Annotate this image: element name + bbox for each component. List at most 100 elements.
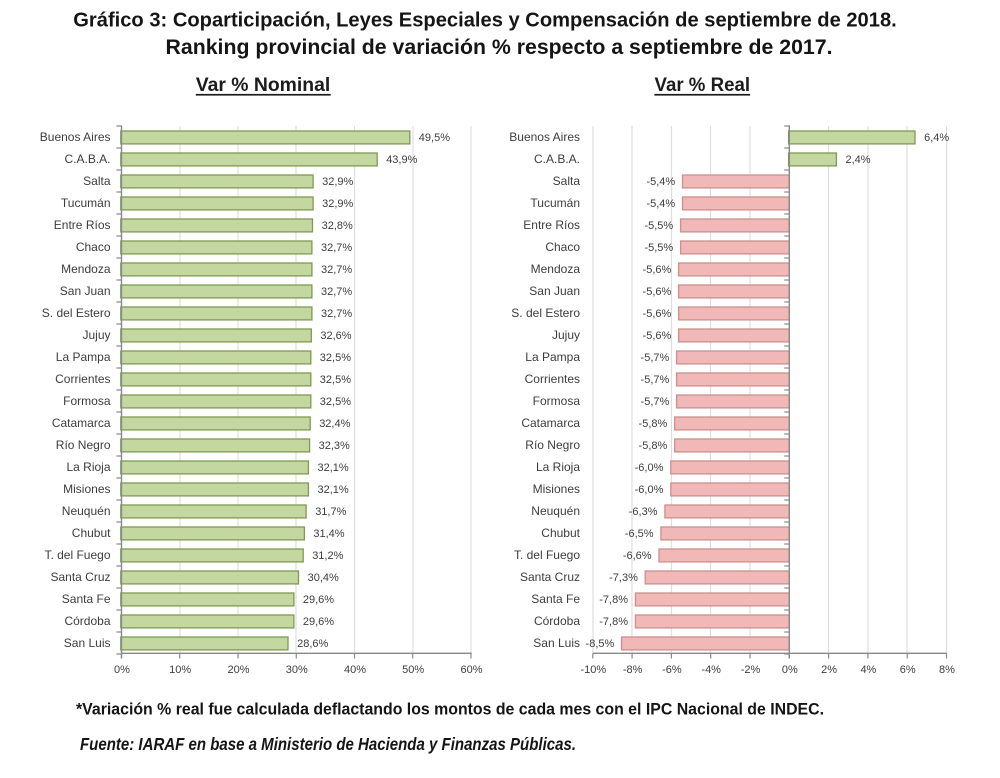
svg-text:-7,8%: -7,8% <box>599 594 628 606</box>
svg-text:40%: 40% <box>344 664 366 676</box>
svg-text:Catamarca: Catamarca <box>52 416 111 430</box>
svg-text:-5,6%: -5,6% <box>643 264 672 276</box>
svg-text:Salta: Salta <box>553 174 581 188</box>
svg-text:S. del Estero: S. del Estero <box>511 306 580 320</box>
svg-text:32,7%: 32,7% <box>321 242 352 254</box>
svg-text:Var % Real: Var % Real <box>655 75 751 96</box>
svg-text:2,4%: 2,4% <box>846 154 871 166</box>
svg-text:-5,7%: -5,7% <box>641 374 670 386</box>
svg-text:-8%: -8% <box>623 664 643 676</box>
svg-text:32,7%: 32,7% <box>321 286 352 298</box>
svg-text:San Luis: San Luis <box>64 636 111 650</box>
svg-text:Santa Cruz: Santa Cruz <box>50 570 110 584</box>
svg-text:-6,3%: -6,3% <box>629 506 658 518</box>
svg-text:La Pampa: La Pampa <box>56 350 111 364</box>
svg-text:Santa Fe: Santa Fe <box>531 592 580 606</box>
svg-text:50%: 50% <box>402 664 424 676</box>
svg-text:Formosa: Formosa <box>63 394 111 408</box>
svg-text:30,4%: 30,4% <box>308 572 339 584</box>
svg-text:Entre Ríos: Entre Ríos <box>523 218 580 232</box>
svg-text:*Variación % real fue calculad: *Variación % real fue calculada deflacta… <box>76 699 824 718</box>
svg-text:S. del Estero: S. del Estero <box>42 306 111 320</box>
svg-text:Córdoba: Córdoba <box>534 614 580 628</box>
svg-text:Chubut: Chubut <box>541 526 580 540</box>
svg-text:-5,4%: -5,4% <box>646 198 675 210</box>
svg-text:Tucumán: Tucumán <box>61 196 111 210</box>
svg-text:-7,8%: -7,8% <box>599 616 628 628</box>
svg-text:0%: 0% <box>114 664 130 676</box>
svg-text:-4%: -4% <box>701 664 721 676</box>
svg-text:San Juan: San Juan <box>60 284 111 298</box>
svg-text:-6%: -6% <box>662 664 682 676</box>
svg-text:31,2%: 31,2% <box>312 550 343 562</box>
svg-text:C.A.B.A.: C.A.B.A. <box>534 152 580 166</box>
svg-text:Misiones: Misiones <box>533 482 580 496</box>
svg-text:49,5%: 49,5% <box>419 132 450 144</box>
svg-text:-5,7%: -5,7% <box>641 396 670 408</box>
svg-text:Buenos Aires: Buenos Aires <box>509 130 580 144</box>
svg-text:-6,0%: -6,0% <box>635 462 664 474</box>
svg-text:Neuquén: Neuquén <box>531 504 580 518</box>
svg-text:60%: 60% <box>460 664 482 676</box>
svg-text:6%: 6% <box>900 664 916 676</box>
svg-text:-8,5%: -8,5% <box>586 638 615 650</box>
svg-text:Chubut: Chubut <box>72 526 111 540</box>
svg-text:32,7%: 32,7% <box>321 264 352 276</box>
svg-text:Santa Fe: Santa Fe <box>62 592 111 606</box>
svg-text:Buenos Aires: Buenos Aires <box>40 130 111 144</box>
svg-text:Córdoba: Córdoba <box>64 614 110 628</box>
svg-text:C.A.B.A.: C.A.B.A. <box>64 152 110 166</box>
svg-text:30%: 30% <box>286 664 308 676</box>
svg-text:4%: 4% <box>860 664 876 676</box>
svg-text:-6,0%: -6,0% <box>635 484 664 496</box>
svg-text:6,4%: 6,4% <box>924 132 949 144</box>
svg-text:32,1%: 32,1% <box>318 462 349 474</box>
svg-text:-5,7%: -5,7% <box>641 352 670 364</box>
svg-text:0%: 0% <box>782 664 798 676</box>
svg-text:29,6%: 29,6% <box>303 594 334 606</box>
svg-text:32,5%: 32,5% <box>320 352 351 364</box>
svg-text:10%: 10% <box>169 664 191 676</box>
svg-text:-5,5%: -5,5% <box>644 242 673 254</box>
svg-text:Corrientes: Corrientes <box>55 372 110 386</box>
svg-text:-5,4%: -5,4% <box>646 176 675 188</box>
svg-text:Santa Cruz: Santa Cruz <box>520 570 580 584</box>
svg-text:32,3%: 32,3% <box>319 440 350 452</box>
svg-text:-5,6%: -5,6% <box>643 308 672 320</box>
svg-text:43,9%: 43,9% <box>386 154 417 166</box>
svg-text:-5,5%: -5,5% <box>644 220 673 232</box>
svg-text:Misiones: Misiones <box>63 482 110 496</box>
svg-text:32,9%: 32,9% <box>322 176 353 188</box>
svg-text:La Pampa: La Pampa <box>525 350 580 364</box>
svg-text:Río Negro: Río Negro <box>56 438 111 452</box>
svg-text:-5,6%: -5,6% <box>643 286 672 298</box>
svg-text:32,8%: 32,8% <box>322 220 353 232</box>
svg-text:Formosa: Formosa <box>533 394 581 408</box>
svg-text:Catamarca: Catamarca <box>521 416 580 430</box>
svg-text:-7,3%: -7,3% <box>609 572 638 584</box>
svg-text:-2%: -2% <box>741 664 761 676</box>
svg-text:Salta: Salta <box>83 174 111 188</box>
svg-text:32,7%: 32,7% <box>321 308 352 320</box>
svg-text:Neuquén: Neuquén <box>62 504 111 518</box>
svg-text:Chaco: Chaco <box>76 240 111 254</box>
svg-text:2%: 2% <box>821 664 837 676</box>
svg-text:San Juan: San Juan <box>529 284 580 298</box>
svg-text:Fuente: IARAF en base a Minist: Fuente: IARAF en base a Ministerio de Ha… <box>80 734 576 754</box>
svg-text:28,6%: 28,6% <box>297 638 328 650</box>
svg-text:29,6%: 29,6% <box>303 616 334 628</box>
svg-text:32,6%: 32,6% <box>320 330 351 342</box>
svg-text:T. del Fuego: T. del Fuego <box>44 548 110 562</box>
svg-text:Gráfico 3: Coparticipación, Le: Gráfico 3: Coparticipación, Leyes Especi… <box>73 10 897 32</box>
svg-text:Mendoza: Mendoza <box>61 262 111 276</box>
svg-text:32,4%: 32,4% <box>319 418 350 430</box>
svg-text:Var % Nominal: Var % Nominal <box>196 75 331 96</box>
svg-text:-6,5%: -6,5% <box>625 528 654 540</box>
svg-text:31,7%: 31,7% <box>315 506 346 518</box>
svg-text:-5,8%: -5,8% <box>639 418 668 430</box>
svg-text:-6,6%: -6,6% <box>623 550 652 562</box>
svg-text:31,4%: 31,4% <box>313 528 344 540</box>
svg-text:La Rioja: La Rioja <box>66 460 110 474</box>
svg-text:32,1%: 32,1% <box>318 484 349 496</box>
svg-text:Mendoza: Mendoza <box>531 262 581 276</box>
